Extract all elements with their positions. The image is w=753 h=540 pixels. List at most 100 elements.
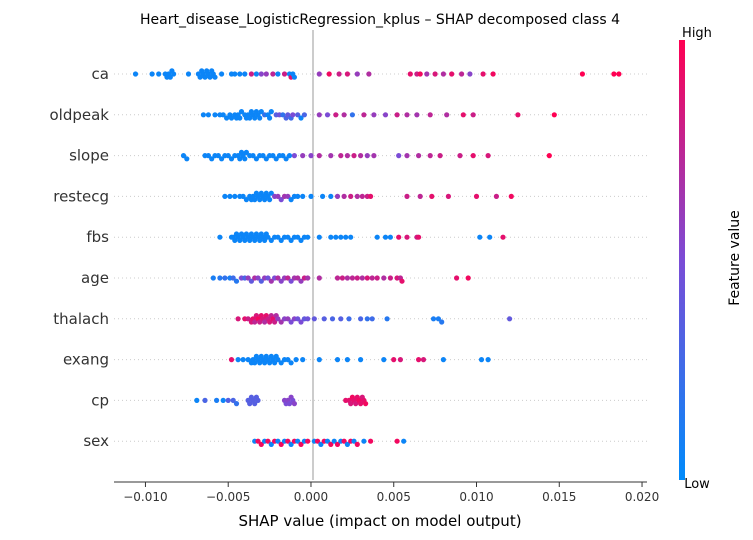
shap-point-fbs <box>338 234 344 240</box>
shap-point-sex <box>255 438 261 444</box>
shap-point-exang <box>397 357 403 363</box>
shap-point-thalach <box>298 319 304 325</box>
shap-point-restecg <box>359 193 365 199</box>
shap-point-ca <box>432 71 438 77</box>
shap-point-thalach <box>346 316 352 322</box>
shap-point-exang <box>358 357 364 363</box>
shap-point-thalach <box>435 316 441 322</box>
shap-point-slope <box>485 153 491 159</box>
feature-label-sex: sex <box>83 432 109 450</box>
shap-point-oldpeak <box>324 112 331 118</box>
shap-point-oldpeak <box>212 112 218 118</box>
shap-point-sex <box>285 438 291 444</box>
shap-point-thalach <box>267 319 273 325</box>
shap-point-oldpeak <box>238 109 245 115</box>
shap-point-age <box>245 275 251 281</box>
shap-point-exang <box>300 357 306 363</box>
shap-point-sex <box>275 438 281 444</box>
shap-point-age <box>374 275 380 281</box>
shap-point-slope <box>358 153 364 159</box>
shap-point-oldpeak <box>220 112 226 118</box>
shap-point-exang <box>245 357 251 363</box>
shap-point-sex <box>368 438 374 444</box>
shap-point-oldpeak <box>349 112 355 118</box>
shap-point-ca <box>149 71 155 77</box>
shap-point-ca <box>248 71 254 77</box>
shap-point-age <box>349 275 355 281</box>
shap-point-cp <box>286 401 293 407</box>
points-layer <box>132 68 622 447</box>
shap-point-exang <box>478 357 485 363</box>
shap-point-thalach <box>369 316 375 322</box>
shap-point-fbs <box>288 237 294 243</box>
shap-point-cp <box>220 397 226 403</box>
shap-point-sex <box>361 438 367 444</box>
shap-point-ca <box>171 71 177 77</box>
shap-point-fbs <box>262 237 268 243</box>
shap-point-oldpeak <box>414 112 420 118</box>
shap-point-oldpeak <box>301 112 307 118</box>
x-axis-label: SHAP value (impact on model output) <box>238 512 521 530</box>
feature-label-oldpeak: oldpeak <box>50 106 110 124</box>
feature-label-exang: exang <box>63 351 109 369</box>
shap-point-ca <box>467 71 473 77</box>
shap-point-slope <box>546 153 552 159</box>
shap-point-slope <box>180 153 187 159</box>
shap-point-sex <box>401 438 407 444</box>
shap-point-thalach <box>235 316 241 322</box>
shap-point-slope <box>215 153 221 159</box>
shap-point-oldpeak <box>247 115 253 121</box>
shap-point-sex <box>351 438 357 444</box>
shap-point-ca <box>263 71 269 77</box>
shap-point-oldpeak <box>382 112 389 118</box>
shap-point-fbs <box>257 237 263 243</box>
shap-point-fbs <box>374 234 380 240</box>
shap-point-fbs <box>487 234 493 240</box>
shap-point-oldpeak <box>257 115 263 121</box>
shap-point-restecg <box>445 193 451 199</box>
shap-point-cp <box>255 397 261 403</box>
shap-point-slope <box>457 153 463 159</box>
shap-point-slope <box>338 153 344 159</box>
shap-point-ca <box>616 71 622 77</box>
shap-point-slope <box>404 153 410 159</box>
shap-point-ca <box>270 71 276 77</box>
shap-point-age <box>275 275 281 281</box>
shap-point-age <box>344 275 350 281</box>
shap-point-exang <box>485 357 491 363</box>
shap-point-ca <box>197 74 203 80</box>
shap-point-fbs <box>237 237 243 243</box>
shap-point-ca <box>237 71 243 77</box>
shap-point-thalach <box>285 316 291 322</box>
shap-point-oldpeak <box>361 112 367 118</box>
shap-point-slope <box>209 156 215 162</box>
shap-point-oldpeak <box>551 112 557 118</box>
shap-point-exang <box>257 360 263 366</box>
shap-point-sex <box>305 438 311 444</box>
shap-point-slope <box>237 156 243 162</box>
shap-point-age <box>334 275 341 281</box>
shap-point-restecg <box>508 193 514 199</box>
shap-point-thalach <box>311 316 317 322</box>
shap-point-age <box>399 278 405 284</box>
shap-point-sex <box>288 441 294 447</box>
shap-point-thalach <box>278 319 284 325</box>
shap-point-fbs <box>278 237 284 243</box>
shap-point-restecg <box>295 193 301 199</box>
shap-point-oldpeak <box>290 112 296 118</box>
shap-point-restecg <box>222 193 228 199</box>
shap-point-slope <box>184 156 190 162</box>
shap-point-thalach <box>329 316 336 322</box>
shap-point-ca <box>490 71 496 77</box>
shap-point-slope <box>219 156 225 162</box>
shap-point-sex <box>315 438 321 444</box>
shap-point-exang <box>288 360 294 366</box>
shap-point-cp <box>202 397 208 403</box>
shap-point-thalach <box>364 316 370 322</box>
shap-point-age <box>285 275 291 281</box>
shap-point-slope <box>263 156 269 162</box>
shap-point-fbs <box>387 234 393 240</box>
shap-point-exang <box>316 357 322 363</box>
shap-point-restecg <box>227 193 233 199</box>
shap-point-oldpeak <box>427 112 433 118</box>
